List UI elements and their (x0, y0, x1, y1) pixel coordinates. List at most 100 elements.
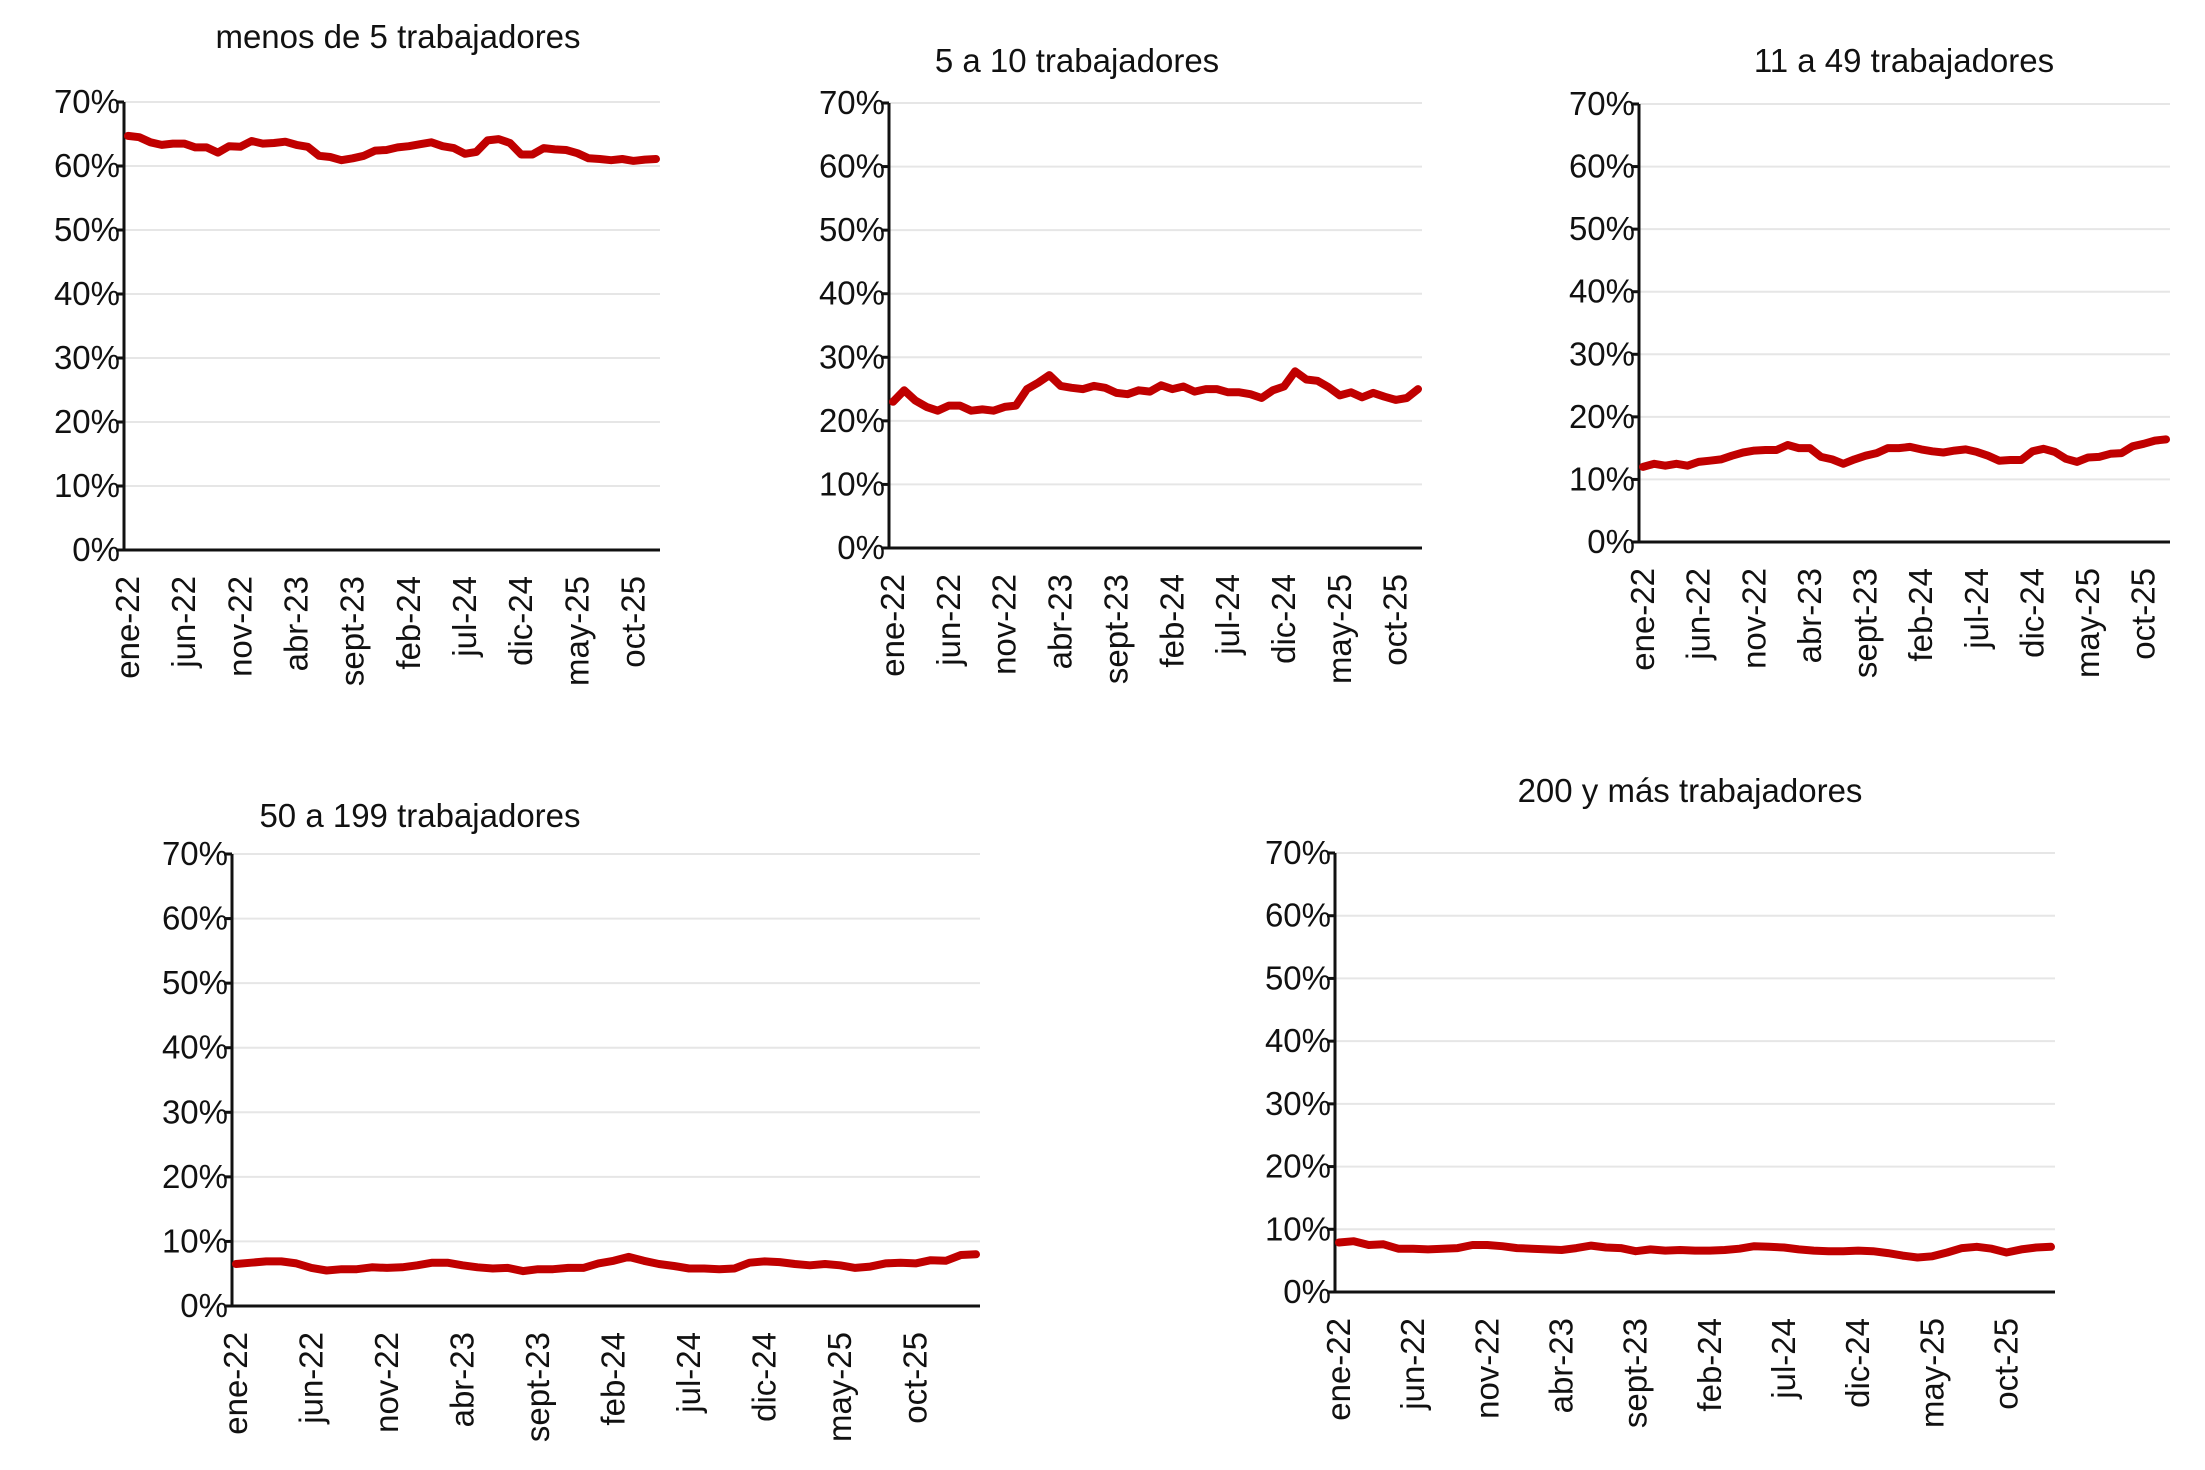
y-tick-label: 0% (72, 531, 120, 568)
y-tick-label: 50% (54, 211, 120, 248)
y-tick-label: 70% (54, 83, 120, 120)
y-tick-label: 40% (1569, 273, 1635, 310)
x-tick-label: feb-24 (595, 1332, 632, 1426)
chart-menos-de-5: menos de 5 trabajadores 0% 10% 20% 30% 40% 50%… (0, 0, 720, 720)
x-tick-label: dic-24 (2013, 568, 2050, 658)
y-tick-label: 50% (162, 964, 228, 1001)
y-tick-label: 30% (1265, 1085, 1331, 1122)
y-tick-label: 60% (162, 900, 228, 937)
y-tick-label: 40% (54, 275, 120, 312)
y-tick-label: 10% (819, 465, 885, 502)
y-tick-label: 0% (1283, 1273, 1331, 1310)
x-tick-label: oct-25 (615, 576, 652, 668)
chart-svg: menos de 5 trabajadores 0% 10% 20% 30% 40% 50%… (54, 18, 660, 686)
chart-title: 200 y más trabajadores (1518, 772, 1863, 809)
y-tick-label: 60% (54, 147, 120, 184)
x-tick-label: feb-24 (390, 576, 427, 670)
x-tick-label: feb-24 (1691, 1318, 1728, 1412)
y-tick-label: 20% (1265, 1148, 1331, 1185)
x-tick-label: jun-22 (930, 574, 967, 667)
x-tick-label: abr-23 (1543, 1318, 1580, 1413)
x-tick-label: may-25 (1913, 1318, 1950, 1428)
x-tick-label: oct-25 (2125, 568, 2162, 660)
chart-svg: 11 a 49 trabajadores 0% 10% 20% 30% 40% 50% 60%… (1569, 42, 2170, 678)
x-tick-label: ene-22 (1320, 1318, 1357, 1421)
x-tick-label: dic-24 (1265, 574, 1302, 664)
x-tick-label: sept-23 (1847, 568, 1884, 678)
y-tick-label: 30% (1569, 335, 1635, 372)
y-tick-label: 20% (819, 402, 885, 439)
x-tick-label: ene-22 (874, 574, 911, 677)
x-tick-label: dic-24 (746, 1332, 783, 1422)
chart-svg: 50 a 199 trabajadores 0% 10% 20% 30% 40% 50% 60… (162, 797, 980, 1442)
chart-title: menos de 5 trabajadores (215, 18, 580, 55)
chart-5-a-10: 5 a 10 trabajadores 0% 10% 20% 30% 40% 50% 60% 7… (730, 0, 1450, 720)
chart-title: 5 a 10 trabajadores (935, 42, 1219, 79)
y-tick-label: 30% (54, 339, 120, 376)
y-tick-label: 60% (819, 148, 885, 185)
series-line (1335, 1237, 2055, 1262)
x-tick-label: jul-24 (1765, 1318, 1802, 1400)
x-tick-label: jul-24 (1958, 568, 1995, 650)
y-tick-label: 0% (837, 529, 885, 566)
chart-50-a-199: 50 a 199 trabajadores 0% 10% 20% 30% 40% 50% 60… (100, 750, 1000, 1470)
series-line (124, 131, 660, 165)
x-tick-label: jun-22 (293, 1332, 330, 1425)
x-tick-label: may-25 (558, 576, 595, 686)
y-tick-label: 20% (1569, 398, 1635, 435)
series-line (1639, 435, 2170, 471)
y-tick-label: 20% (162, 1158, 228, 1195)
y-tick-label: 10% (162, 1222, 228, 1259)
x-tick-label: jul-24 (1209, 574, 1246, 656)
x-tick-label: may-25 (2069, 568, 2106, 678)
x-tick-label: nov-22 (368, 1332, 405, 1433)
x-tick-label: abr-23 (444, 1332, 481, 1427)
x-tick-label: feb-24 (1902, 568, 1939, 662)
x-tick-label: dic-24 (1839, 1318, 1876, 1408)
y-tick-label: 40% (819, 275, 885, 312)
x-tick-label: jun-22 (165, 576, 202, 669)
y-tick-label: 30% (819, 338, 885, 375)
y-tick-label: 10% (54, 467, 120, 504)
x-tick-label: oct-25 (1988, 1318, 2025, 1410)
x-tick-label: nov-22 (986, 574, 1023, 675)
x-tick-label: oct-25 (1377, 574, 1414, 666)
y-tick-label: 0% (1587, 523, 1635, 560)
x-tick-label: may-25 (1321, 574, 1358, 684)
chart-svg: 5 a 10 trabajadores 0% 10% 20% 30% 40% 50% 60% 7… (819, 42, 1422, 684)
x-tick-label: jun-22 (1394, 1318, 1431, 1411)
y-tick-label: 30% (162, 1093, 228, 1130)
chart-11-a-49: 11 a 49 trabajadores 0% 10% 20% 30% 40% 50% 60%… (1470, 0, 2190, 720)
x-tick-label: may-25 (821, 1332, 858, 1442)
x-tick-label: ene-22 (109, 576, 146, 679)
y-tick-label: 50% (1569, 210, 1635, 247)
y-tick-label: 70% (819, 84, 885, 121)
y-tick-label: 10% (1265, 1210, 1331, 1247)
x-tick-label: abr-23 (278, 576, 315, 671)
x-tick-label: oct-25 (897, 1332, 934, 1424)
y-tick-label: 40% (162, 1029, 228, 1066)
x-tick-label: nov-22 (221, 576, 258, 677)
x-tick-label: sept-23 (1097, 574, 1134, 684)
y-tick-label: 40% (1265, 1022, 1331, 1059)
x-tick-label: nov-22 (1735, 568, 1772, 669)
y-tick-label: 60% (1265, 897, 1331, 934)
x-tick-label: dic-24 (502, 576, 539, 666)
x-tick-label: jul-24 (446, 576, 483, 658)
x-tick-label: jul-24 (670, 1332, 707, 1414)
x-tick-label: abr-23 (1042, 574, 1079, 669)
chart-title: 11 a 49 trabajadores (1754, 42, 2054, 79)
y-tick-label: 0% (180, 1287, 228, 1324)
series-line (232, 1250, 980, 1276)
y-tick-label: 10% (1569, 460, 1635, 497)
y-tick-label: 70% (1569, 85, 1635, 122)
x-tick-label: feb-24 (1153, 574, 1190, 668)
x-tick-label: nov-22 (1468, 1318, 1505, 1419)
x-tick-label: sept-23 (334, 576, 371, 686)
x-tick-label: sept-23 (1617, 1318, 1654, 1428)
y-tick-label: 20% (54, 403, 120, 440)
chart-200-y-mas: 200 y más trabajadores 0% 10% 20% 30% 40% 50% 6… (1200, 750, 2100, 1470)
y-tick-label: 50% (819, 211, 885, 248)
x-tick-label: sept-23 (519, 1332, 556, 1442)
y-tick-label: 50% (1265, 959, 1331, 996)
